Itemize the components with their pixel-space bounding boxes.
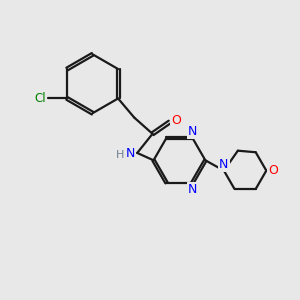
Text: O: O [268, 164, 278, 177]
Text: N: N [126, 147, 135, 160]
Text: O: O [171, 114, 181, 127]
Text: H: H [116, 150, 124, 160]
Text: N: N [188, 125, 197, 138]
Text: Cl: Cl [34, 92, 46, 105]
Text: N: N [219, 158, 229, 171]
Text: N: N [188, 183, 197, 196]
